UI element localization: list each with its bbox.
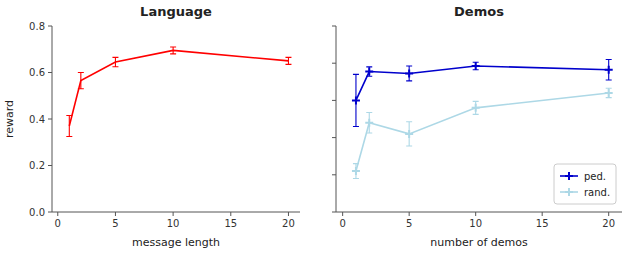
series-line (356, 66, 609, 100)
y-tick (332, 212, 336, 213)
marker (472, 62, 480, 70)
error-bar (406, 122, 412, 146)
marker (472, 104, 480, 112)
y-tick-label: 0.2 (29, 160, 45, 171)
error-bar (353, 74, 359, 126)
error-bar (606, 88, 612, 97)
marker (365, 68, 373, 76)
error-bar (353, 164, 359, 179)
error-bar (606, 59, 612, 79)
figure: 0 5 10 15 20 0.0 0.2 0.4 0.6 0.8 Language message l… (0, 0, 632, 258)
title: Demos (454, 4, 504, 19)
x-label: number of demos (430, 236, 528, 249)
y-tick (48, 119, 52, 120)
x-tick-label: 5 (406, 218, 412, 229)
y-tick (48, 26, 52, 27)
x-tick (115, 212, 116, 216)
legend-marker (565, 188, 573, 196)
y-axis (336, 26, 337, 212)
error-bar (78, 73, 84, 89)
x-axis (52, 212, 300, 213)
error-bar (366, 112, 372, 132)
error-bar (285, 57, 291, 64)
series-line (69, 50, 288, 126)
x-tick (288, 212, 289, 216)
x-tick (342, 212, 343, 216)
y-tick (48, 212, 52, 213)
y-tick-label: 0.0 (29, 207, 45, 218)
x-tick (57, 212, 58, 216)
y-tick-label: 0.4 (29, 114, 45, 125)
marker (605, 66, 613, 74)
x-tick-label: 20 (602, 218, 615, 229)
x-tick (608, 212, 609, 216)
y-tick (48, 72, 52, 73)
error-bar (112, 57, 118, 66)
x-tick (230, 212, 231, 216)
panel: 0 5 10 15 20 0.0 0.2 0.4 0.6 0.8 Language message l… (3, 4, 300, 249)
y-tick (332, 137, 336, 138)
error-bar (473, 62, 479, 69)
error-bar (66, 116, 72, 137)
x-tick-label: 0 (339, 218, 345, 229)
marker (365, 119, 373, 127)
panel: 0 5 10 15 20 Demos number of demos ped. rand. (332, 4, 622, 249)
marker (405, 69, 413, 77)
legend-label: rand. (584, 187, 610, 198)
legend: ped. rand. (554, 164, 616, 204)
y-label: reward (3, 100, 16, 138)
marker (405, 130, 413, 138)
legend-marker (565, 172, 573, 180)
error-bar (366, 67, 372, 76)
x-tick (173, 212, 174, 216)
y-tick-label: 0.6 (29, 67, 45, 78)
marker (352, 96, 360, 104)
plot-area (66, 47, 291, 137)
x-tick (409, 212, 410, 216)
y-tick-label: 0.8 (29, 21, 45, 32)
y-tick (332, 63, 336, 64)
marker (352, 167, 360, 175)
x-tick (542, 212, 543, 216)
x-tick-label: 20 (282, 218, 295, 229)
y-tick (332, 174, 336, 175)
series-line (356, 93, 609, 171)
legend-box (554, 164, 616, 204)
x-label: message length (132, 236, 220, 249)
error-bar (473, 101, 479, 114)
x-tick-label: 5 (112, 218, 118, 229)
x-tick (475, 212, 476, 216)
y-tick (332, 26, 336, 27)
error-bar (170, 47, 176, 54)
x-tick-label: 15 (536, 218, 549, 229)
x-tick-label: 10 (167, 218, 180, 229)
y-tick (48, 165, 52, 166)
x-tick-label: 10 (469, 218, 482, 229)
x-axis (336, 212, 622, 213)
error-bar (406, 66, 412, 81)
marker (605, 89, 613, 97)
legend-label: ped. (584, 171, 606, 182)
x-tick-label: 0 (55, 218, 61, 229)
title: Language (140, 4, 212, 19)
x-tick-label: 15 (224, 218, 237, 229)
plot-area (352, 59, 613, 178)
y-tick (332, 100, 336, 101)
